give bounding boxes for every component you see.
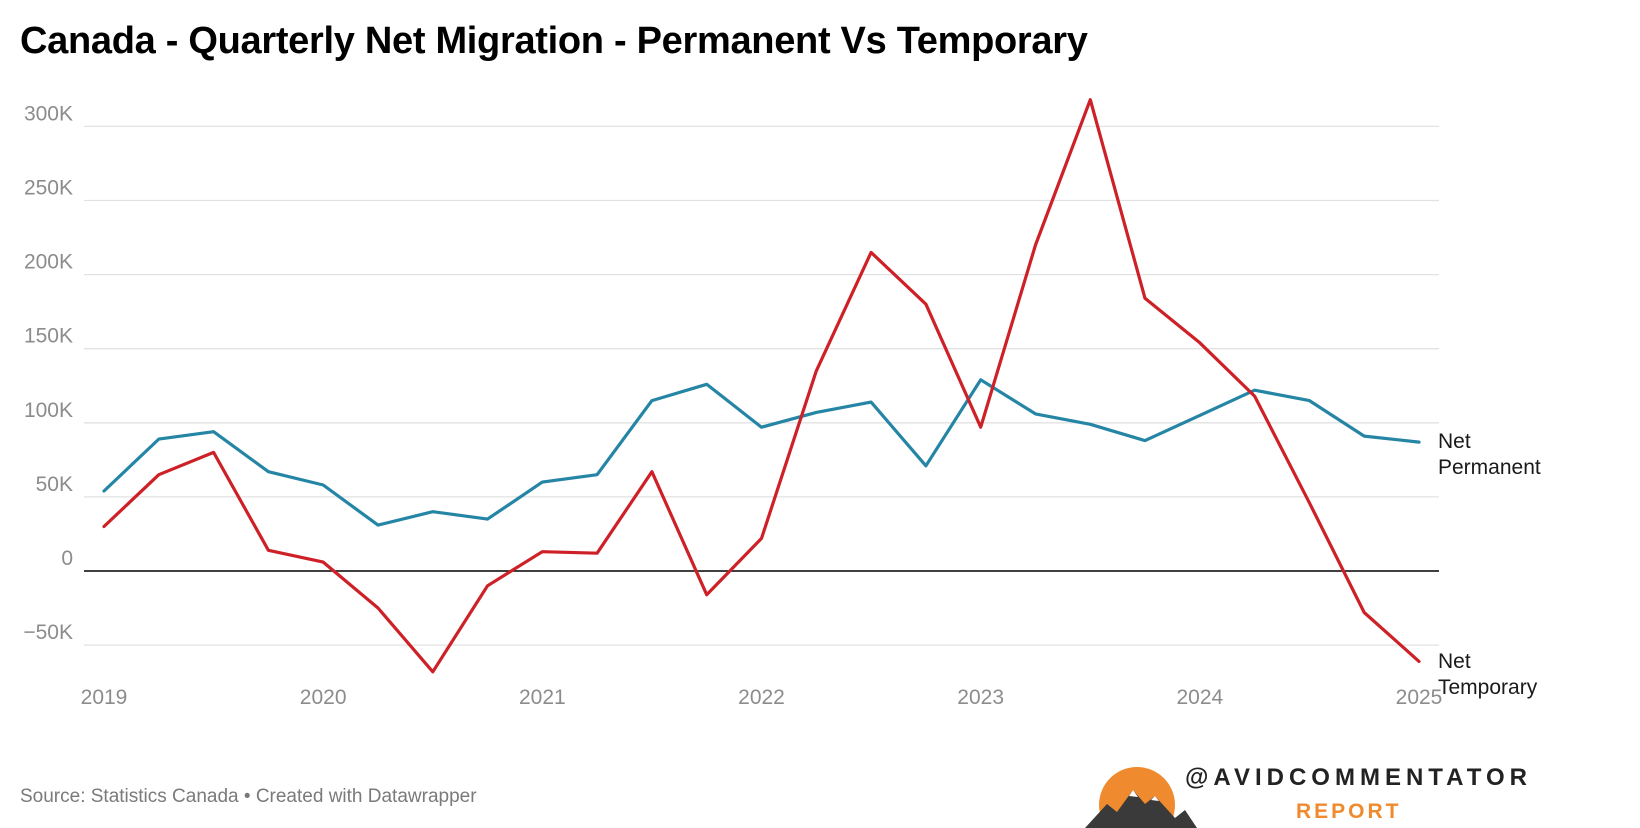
x-tick-label: 2022 (738, 686, 785, 709)
x-tick-label: 2023 (957, 686, 1004, 709)
source-footer: Source: Statistics Canada • Created with… (20, 786, 477, 807)
brand-handle: @AVIDCOMMENTATOR (1185, 764, 1532, 791)
x-tick-label: 2020 (300, 686, 347, 709)
y-tick-label: 0 (61, 547, 73, 570)
x-tick-label: 2024 (1176, 686, 1223, 709)
chart-title: Canada - Quarterly Net Migration - Perma… (20, 20, 1088, 62)
series-label-net-permanent: Net Permanent (1438, 430, 1541, 479)
mountains-icon (1085, 790, 1197, 828)
x-tick-label: 2025 (1396, 686, 1443, 709)
series-labels: Net Permanent Net Temporary (1438, 430, 1541, 699)
y-tick-label: 50K (36, 473, 73, 496)
brand-subtitle: REPORT (1296, 800, 1402, 823)
series-line-net-temporary (102, 98, 1421, 674)
y-tick-label: 200K (24, 251, 73, 274)
brand-logo (1085, 767, 1197, 828)
y-axis-tick-labels: −50K 0 50K 100K 150K 200K 250K 300K (23, 102, 73, 644)
y-tick-label: 300K (24, 102, 73, 125)
series-label-net-temporary: Net Temporary (1438, 650, 1538, 699)
y-tick-label: −50K (23, 621, 73, 644)
series-line-net-permanent (102, 378, 1421, 527)
y-tick-label: 150K (24, 325, 73, 348)
x-axis-tick-labels: 2019 2020 2021 2022 2023 2024 2025 (81, 686, 1443, 709)
y-tick-label: 100K (24, 399, 73, 422)
x-tick-label: 2021 (519, 686, 566, 709)
x-tick-label: 2019 (81, 686, 128, 709)
gridlines (84, 125, 1439, 646)
y-tick-label: 250K (24, 177, 73, 200)
series-lines (102, 98, 1421, 674)
